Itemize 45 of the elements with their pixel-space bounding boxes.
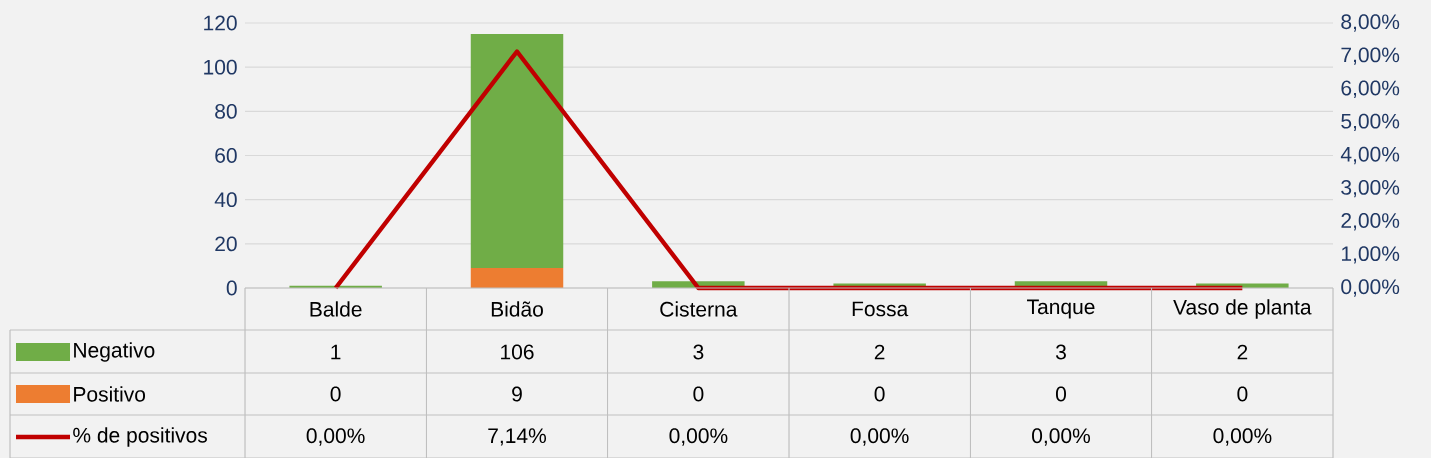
y-tick-label: 60 xyxy=(215,148,237,163)
x-tick-label: Balde xyxy=(310,301,362,317)
data-label: 0,00% xyxy=(1032,428,1091,446)
data-label: 3 xyxy=(693,344,704,360)
data-label: 1 xyxy=(331,344,341,360)
data-label: 0 xyxy=(1055,386,1067,402)
y-tick-label: 40 xyxy=(214,192,237,208)
data-label: 9 xyxy=(512,386,522,402)
bar xyxy=(470,268,564,288)
data-label: 2 xyxy=(1237,344,1248,360)
legend-label: % de positivos xyxy=(73,427,207,447)
legend-label: Negativo xyxy=(74,342,155,362)
legend-label: Positivo xyxy=(74,386,146,402)
data-label: 0 xyxy=(1237,386,1248,402)
bar xyxy=(470,34,564,269)
y2-tick-label: 2,00% xyxy=(1341,213,1400,231)
x-tick-label: Cisterna xyxy=(660,301,738,317)
data-label: 0,00% xyxy=(1213,428,1272,446)
y-tick-label: 20 xyxy=(215,236,237,252)
data-label: 0,00% xyxy=(850,428,909,446)
x-tick-label: Fossa xyxy=(852,301,909,317)
data-label: 0,00% xyxy=(306,428,365,446)
y2-tick-label: 0,00% xyxy=(1341,279,1400,297)
data-label: 3 xyxy=(1055,344,1066,360)
y2-tick-label: 8,00% xyxy=(1341,14,1400,32)
y-tick-label: 100 xyxy=(204,59,237,75)
data-label: 2 xyxy=(874,344,885,360)
y2-tick-label: 6,00% xyxy=(1341,80,1400,98)
y-tick-label: 0 xyxy=(226,280,237,296)
x-tick-label: Tanque xyxy=(1027,299,1095,319)
y2-tick-label: 1,00% xyxy=(1342,246,1400,264)
data-label: 0 xyxy=(330,386,341,402)
data-label: 0 xyxy=(693,386,704,402)
y2-tick-label: 7,00% xyxy=(1341,47,1400,65)
data-label: 106 xyxy=(501,344,534,360)
x-tick-label: Vaso de planta xyxy=(1173,299,1312,319)
y-tick-label: 120 xyxy=(204,15,237,31)
data-label: 0 xyxy=(874,386,885,402)
y2-tick-label: 5,00% xyxy=(1341,113,1400,132)
y-tick-label: 80 xyxy=(215,103,237,119)
x-tick-label: Bidão xyxy=(491,301,543,317)
y2-tick-label: 4,00% xyxy=(1340,146,1400,165)
y2-tick-label: 3,00% xyxy=(1341,179,1400,198)
data-label: 0,00% xyxy=(669,428,728,446)
data-label: 7,14% xyxy=(488,428,547,446)
